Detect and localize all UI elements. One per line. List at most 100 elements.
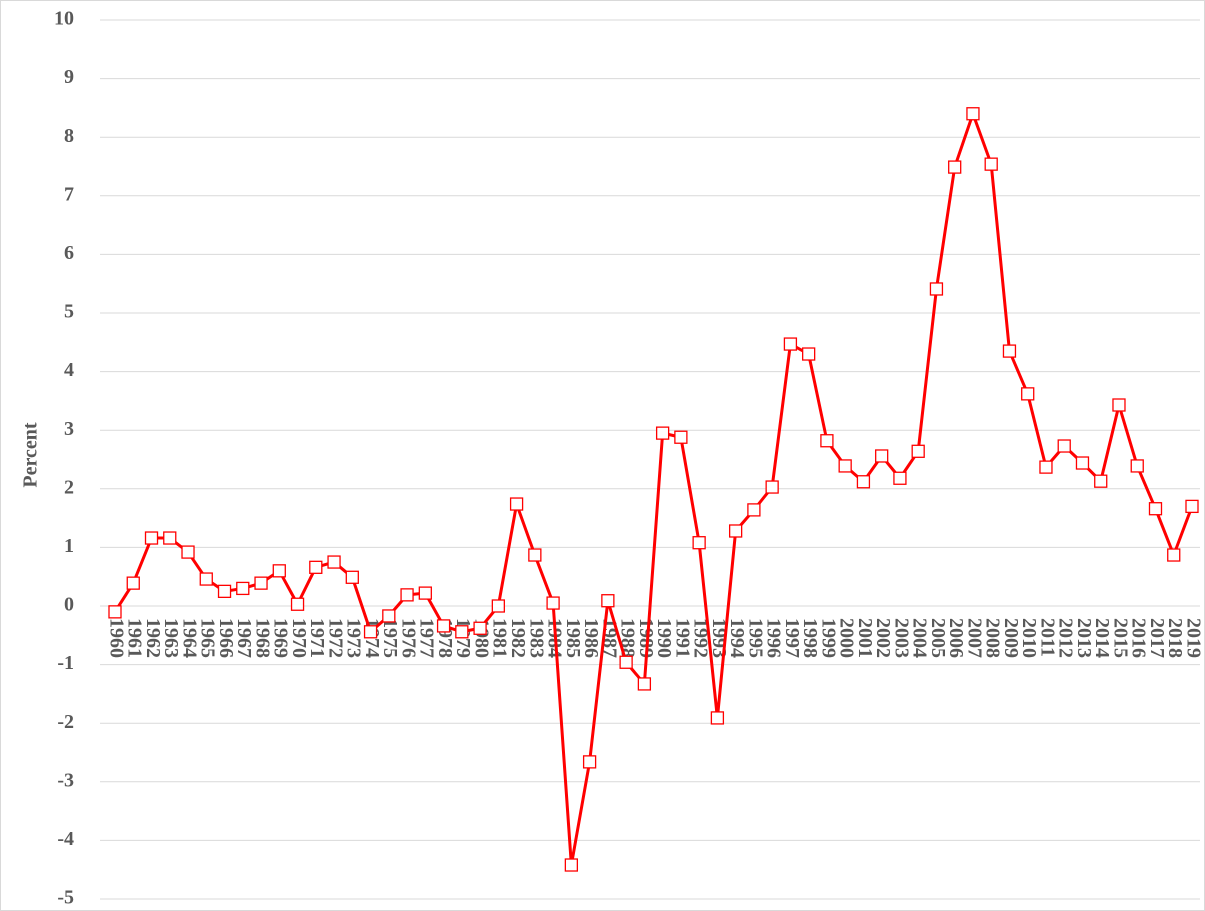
x-tick-label: 1977 — [416, 618, 438, 658]
marker — [290, 597, 305, 611]
y-tick-label: 4 — [64, 359, 74, 381]
y-tick-label: 3 — [64, 418, 74, 440]
y-tick-label: 2 — [64, 476, 74, 498]
marker — [491, 599, 505, 613]
marker — [655, 426, 670, 440]
marker — [108, 605, 122, 619]
x-tick-label: 2002 — [872, 618, 894, 658]
marker — [345, 570, 359, 584]
x-tick-label: 1982 — [507, 618, 529, 658]
x-tick-label: 1981 — [489, 618, 511, 658]
x-tick-label: 2016 — [1128, 618, 1150, 658]
marker — [528, 548, 542, 562]
x-tick-label: 1989 — [635, 618, 657, 658]
y-tick-label: 9 — [64, 66, 74, 88]
marker — [1148, 502, 1163, 516]
marker — [637, 677, 652, 691]
x-tick-label: 2011 — [1036, 618, 1058, 657]
x-tick-label: 2015 — [1109, 618, 1131, 658]
x-tick-label: 1961 — [124, 618, 146, 658]
marker — [309, 560, 323, 574]
marker — [765, 480, 779, 494]
marker — [1130, 459, 1144, 473]
x-tick-label: 1996 — [763, 618, 785, 658]
x-tick-label: 2008 — [982, 618, 1004, 658]
marker — [838, 459, 852, 473]
x-tick-label: 1999 — [817, 618, 839, 658]
marker — [1112, 398, 1126, 412]
x-tick-label: 1994 — [726, 618, 748, 658]
x-tick-label: 2007 — [963, 618, 985, 658]
y-tick-label: 1 — [64, 535, 74, 557]
marker — [601, 594, 615, 608]
x-tick-label: 1998 — [799, 618, 821, 658]
y-tick-label: 0 — [64, 594, 74, 616]
x-tick-label: 1986 — [580, 618, 602, 658]
marker — [199, 572, 213, 586]
marker — [144, 531, 159, 545]
marker — [984, 157, 998, 171]
x-tick-label: 1966 — [215, 618, 237, 658]
y-tick-label: -1 — [57, 652, 74, 674]
marker — [966, 107, 980, 121]
marker — [893, 471, 907, 485]
marker — [382, 609, 396, 623]
x-tick-label: 2001 — [854, 618, 876, 658]
y-axis-label: Percent — [20, 422, 42, 487]
marker — [327, 555, 341, 569]
y-tick-label: 5 — [64, 301, 74, 323]
marker — [1167, 548, 1181, 562]
marker — [1185, 499, 1199, 514]
x-tick-label: 1973 — [343, 618, 365, 658]
x-tick-label: 1983 — [525, 618, 547, 658]
x-tick-label: 2018 — [1164, 618, 1186, 658]
marker — [1075, 456, 1090, 470]
x-tick-label: 1985 — [562, 618, 584, 658]
x-tick-label: 1965 — [197, 618, 219, 658]
y-tick-label: 10 — [54, 8, 74, 30]
y-tick-label: -4 — [57, 828, 74, 850]
marker — [236, 581, 250, 596]
marker — [875, 449, 889, 463]
marker — [783, 337, 798, 351]
x-tick-label: 1967 — [233, 618, 255, 658]
marker — [820, 434, 834, 448]
x-tick-label: 2003 — [890, 618, 912, 658]
marker — [455, 625, 469, 639]
marker — [254, 576, 268, 590]
marker — [272, 564, 286, 578]
marker — [546, 596, 560, 610]
x-tick-label: 2012 — [1055, 618, 1077, 658]
marker — [1094, 474, 1108, 488]
marker — [400, 588, 414, 602]
x-tick-label: 1963 — [160, 618, 182, 658]
y-tick-label: 6 — [64, 242, 74, 264]
marker — [126, 576, 140, 590]
x-tick-label: 2019 — [1182, 618, 1204, 658]
marker — [217, 584, 232, 598]
x-tick-label: 1975 — [379, 618, 401, 658]
y-tick-label: 8 — [64, 125, 74, 147]
x-tick-label: 2014 — [1091, 618, 1113, 658]
marker — [564, 858, 579, 872]
marker — [163, 531, 177, 545]
x-tick-label: 1968 — [251, 618, 273, 658]
x-tick-label: 2004 — [909, 618, 931, 658]
marker — [710, 711, 725, 725]
x-tick-label: 1970 — [288, 618, 310, 658]
marker — [802, 347, 816, 361]
marker — [747, 503, 761, 517]
x-tick-label: 2005 — [927, 618, 949, 658]
marker — [1021, 387, 1035, 401]
x-tick-label: 2017 — [1146, 618, 1168, 658]
marker — [911, 444, 925, 458]
x-tick-label: 1962 — [142, 618, 164, 658]
marker — [1057, 439, 1071, 453]
marker — [1002, 344, 1017, 358]
x-tick-label: 1964 — [178, 618, 200, 658]
x-tick-label: 1972 — [324, 618, 346, 658]
x-tick-label: 1971 — [306, 618, 328, 658]
marker — [181, 545, 195, 559]
